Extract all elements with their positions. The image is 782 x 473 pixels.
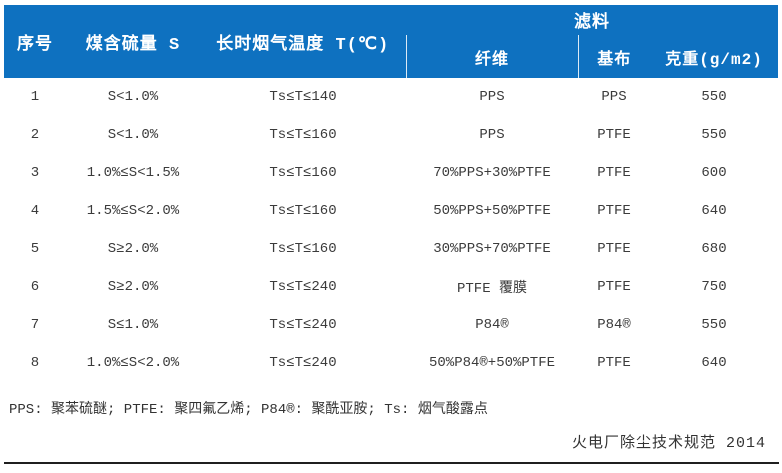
header-base: 基布 [577,35,650,78]
cell-weight: 680 [701,241,727,257]
cell-weight: 550 [701,89,727,105]
cell-sulfur: S≤1.0% [107,317,159,333]
header-fiber: 纤维 [405,35,578,78]
cell-sulfur: S≥2.0% [107,241,159,257]
cell-temp: Ts≤T≤240 [269,279,337,295]
cell-base: PTFE [597,165,631,181]
cell-seq: 4 [30,203,40,219]
table-row: 2 S<1.0% Ts≤T≤160 PPS PTFE 550 [4,116,778,154]
table-row: 6 S≥2.0% Ts≤T≤240 PTFE 覆膜 PTFE 750 [4,268,778,306]
table-row: 8 1.0%≤S<2.0% Ts≤T≤240 50%P84®+50%PTFE PTFE 6… [4,344,778,382]
cell-fiber: 50%P84®+50%PTFE [428,355,556,371]
table-row: 7 S≤1.0% Ts≤T≤240 P84® P84® 550 [4,306,778,344]
cell-weight: 750 [701,279,727,295]
cell-seq: 2 [30,127,40,143]
cell-sulfur: S<1.0% [107,89,159,105]
cell-temp: Ts≤T≤160 [269,241,337,257]
cell-seq: 6 [30,279,40,295]
cell-base: PPS [601,89,627,105]
cell-base: P84® [597,317,631,333]
table-body: 1 S<1.0% Ts≤T≤140 PPS PPS 550 2 S<1.0% Ts≤T≤160 P… [4,78,778,382]
cell-temp: Ts≤T≤140 [269,89,337,105]
cell-fiber: 70%PPS+30%PTFE [433,165,551,181]
cell-sulfur: 1.0%≤S<1.5% [86,165,180,181]
cell-base: PTFE [597,279,631,295]
cell-fiber: PPS [479,89,505,105]
cell-base: PTFE [597,127,631,143]
cell-fiber: PTFE 覆膜 [456,281,527,297]
cell-weight: 640 [701,355,727,371]
cell-weight: 550 [701,127,727,143]
cell-seq: 3 [30,165,40,181]
bottom-rule [4,462,779,464]
table-row: 3 1.0%≤S<1.5% Ts≤T≤160 70%PPS+30%PTFE PTFE 60… [4,154,778,192]
source-reference: 火电厂除尘技术规范 2014 [571,435,766,452]
cell-weight: 640 [701,203,727,219]
header-seq: 序号 [4,5,66,78]
cell-sulfur: S≥2.0% [107,279,159,295]
cell-weight: 550 [701,317,727,333]
cell-temp: Ts≤T≤160 [269,165,337,181]
cell-sulfur: 1.0%≤S<2.0% [86,355,180,371]
cell-base: PTFE [597,241,631,257]
table-row: 1 S<1.0% Ts≤T≤140 PPS PPS 550 [4,78,778,116]
table-row: 4 1.5%≤S<2.0% Ts≤T≤160 50%PPS+50%PTFE PTFE 64… [4,192,778,230]
cell-temp: Ts≤T≤160 [269,203,337,219]
cell-base: PTFE [597,355,631,371]
table-header: 序号 煤含硫量 S 长时烟气温度 T(℃) 滤料 纤维 基布 克重(g/m2) [4,5,778,78]
cell-fiber: 30%PPS+70%PTFE [433,241,551,257]
header-filter-group: 滤料 [406,5,778,35]
cell-sulfur: 1.5%≤S<2.0% [86,203,180,219]
cell-sulfur: S<1.0% [107,127,159,143]
cell-seq: 8 [30,355,40,371]
cell-temp: Ts≤T≤160 [269,127,337,143]
cell-seq: 7 [30,317,40,333]
cell-fiber: 50%PPS+50%PTFE [433,203,551,219]
cell-seq: 1 [30,89,40,105]
header-weight: 克重(g/m2) [650,35,778,78]
cell-base: PTFE [597,203,631,219]
cell-fiber: P84® [475,317,509,333]
cell-seq: 5 [30,241,40,257]
cell-fiber: PPS [479,127,505,143]
cell-weight: 600 [701,165,727,181]
header-sulfur: 煤含硫量 S [66,5,200,78]
cell-temp: Ts≤T≤240 [269,355,337,371]
footnote: PPS: 聚苯硫醚; PTFE: 聚四氟乙烯; P84®: 聚酰亚胺; Ts: … [9,402,488,418]
table-row: 5 S≥2.0% Ts≤T≤160 30%PPS+70%PTFE PTFE 680 [4,230,778,268]
header-temp: 长时烟气温度 T(℃) [200,5,406,78]
filter-selection-table: 序号 煤含硫量 S 长时烟气温度 T(℃) 滤料 纤维 基布 克重(g/m2) … [4,5,778,382]
cell-temp: Ts≤T≤240 [269,317,337,333]
